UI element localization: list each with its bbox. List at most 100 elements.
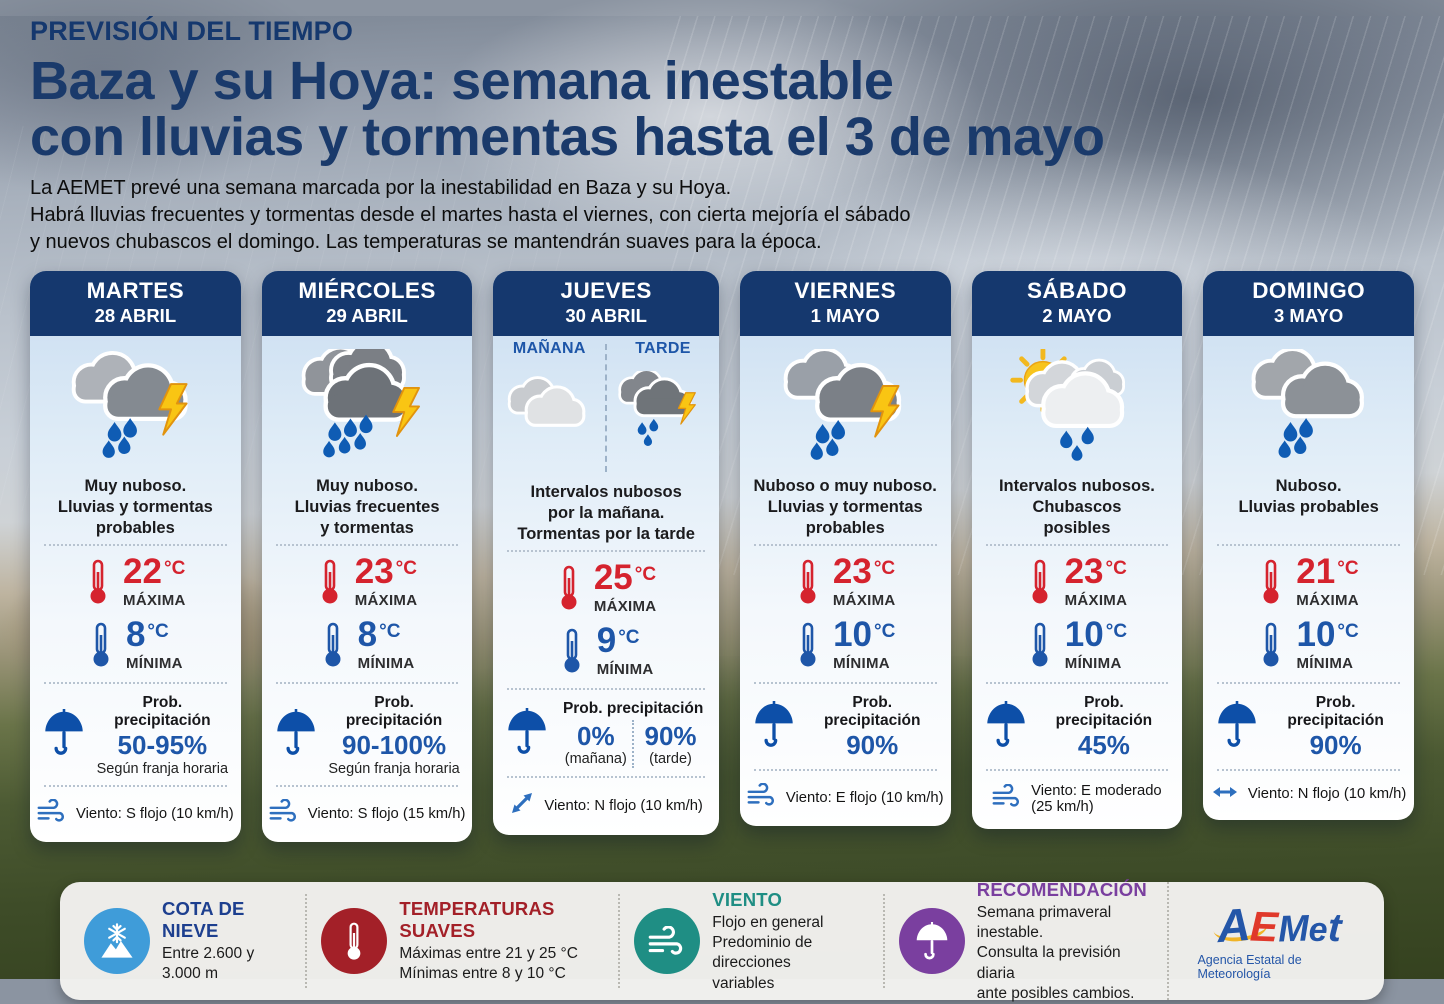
morning-label: MAÑANA xyxy=(512,340,586,358)
max-temp-row: 25 °C MÁXIMA xyxy=(493,560,718,615)
wind-section: Viento: N flojo (10 km/h) xyxy=(493,786,718,835)
min-temp-row: 10 °C MÍNIMA xyxy=(972,617,1183,672)
max-temp-value: 23 °C xyxy=(1064,552,1127,592)
precipitation-section: Prob. precipitación 0% (mañana) 90% (tar… xyxy=(493,700,718,769)
max-temp-label: MÁXIMA xyxy=(1064,592,1128,610)
thermometer-max-icon xyxy=(1258,559,1284,605)
max-temp-label: MÁXIMA xyxy=(354,592,418,610)
weather-description: Nuboso o muy nuboso. Lluvias y tormentas… xyxy=(753,477,937,537)
morning-afternoon-panel: MAÑANA TARDE xyxy=(493,336,718,482)
page-title: Baza y su Hoya: semana inestable con llu… xyxy=(30,51,1105,168)
precipitation-value: 90% xyxy=(1309,730,1362,761)
wind-lines-icon xyxy=(37,798,67,829)
thermometer-min-icon xyxy=(320,622,346,668)
max-temp-value: 23 °C xyxy=(354,552,417,592)
wind-text: Viento: N flojo (10 km/h) xyxy=(544,797,703,814)
divider xyxy=(507,688,705,691)
precipitation-label: Prob. precipitación xyxy=(562,700,704,718)
umbrella-icon xyxy=(42,709,86,762)
day-header: MIÉRCOLES 29 ABRIL xyxy=(261,271,473,337)
day-header: SÁBADO 2 MAYO xyxy=(971,271,1183,337)
day-card-domingo: DOMINGO 3 MAYO Nuboso. Lluvias probables… xyxy=(1203,271,1414,820)
max-temp-row: 21 °C MÁXIMA xyxy=(1203,554,1414,609)
summary-item-title: RECOMENDACIÓN xyxy=(976,879,1147,901)
day-date: 2 MAYO xyxy=(1042,305,1112,327)
afternoon-half: TARDE xyxy=(607,340,719,482)
storm-dark-icon xyxy=(740,336,951,476)
cloudy-icon xyxy=(503,358,595,468)
precipitation-section: Prob. precipitación 90% xyxy=(740,694,951,761)
precipitation-value: 50-95% xyxy=(117,730,208,761)
aemet-logo-text: AEMet xyxy=(1212,898,1342,952)
thermometer-max-icon xyxy=(85,559,111,605)
divider xyxy=(275,784,459,787)
divider xyxy=(44,544,227,547)
day-date: 1 MAYO xyxy=(810,305,880,327)
divider xyxy=(507,776,705,779)
summary-item-lines: Flojo en general Predominio de direccion… xyxy=(712,914,824,992)
snow-mountain-icon xyxy=(84,908,150,975)
min-temp-row: 10 °C MÍNIMA xyxy=(1203,617,1414,672)
day-date: 30 ABRIL xyxy=(565,305,647,327)
divider xyxy=(985,544,1169,547)
umbrella-icon xyxy=(984,701,1028,754)
min-temp-row: 8 °C MÍNIMA xyxy=(262,617,473,672)
weather-description: Muy nuboso. Lluvias frecuentes y torment… xyxy=(294,477,440,537)
summary-item-cota-de-nieve: COTA DE NIEVE Entre 2.600 y 3.000 m xyxy=(70,894,305,988)
arrow-horizontal-icon xyxy=(1211,783,1239,806)
max-temp-row: 23 °C MÁXIMA xyxy=(262,554,473,609)
day-card-jueves: JUEVES 30 ABRIL MAÑANA TARDE Intervalos … xyxy=(493,271,719,836)
thermometer-max-icon xyxy=(1027,559,1053,605)
precipitation-value: 90% xyxy=(846,730,899,761)
kicker: PREVISIÓN DEL TIEMPO xyxy=(30,16,354,46)
day-name: DOMINGO xyxy=(1252,278,1366,304)
day-name: VIERNES xyxy=(794,278,896,304)
max-temp-label: MÁXIMA xyxy=(1296,592,1359,610)
max-temp-label: MÁXIMA xyxy=(123,592,186,610)
day-date: 29 ABRIL xyxy=(326,305,408,327)
summary-item-lines: Semana primaveral inestable. Consulta la… xyxy=(976,904,1135,1002)
arrow-diagonal-icon xyxy=(509,790,535,821)
precipitation-label: Prob. precipitación xyxy=(1287,694,1384,730)
intro-text: La AEMET prevé una semana marcada por la… xyxy=(30,177,911,253)
precipitation-section: Prob. precipitación 50-95% Según franja h… xyxy=(30,694,241,777)
min-temp-label: MÍNIMA xyxy=(833,655,890,673)
divider xyxy=(507,550,705,553)
divider xyxy=(753,682,937,685)
divider xyxy=(44,784,227,787)
wind-lines-icon xyxy=(747,782,777,813)
day-card-sabado: SÁBADO 2 MAYO Intervalos nubosos. Chubas… xyxy=(971,271,1183,829)
divider xyxy=(275,544,459,547)
precipitation-value: 90-100% xyxy=(342,730,447,761)
weather-description: Nuboso. Lluvias probables xyxy=(1238,477,1379,516)
wind-text: Viento: E moderado (25 km/h) xyxy=(1031,782,1162,815)
umbrella-icon xyxy=(752,701,796,754)
precipitation-note: Según franja horaria xyxy=(96,760,229,777)
wind-section: Viento: E flojo (10 km/h) xyxy=(740,779,951,827)
split-divider xyxy=(605,344,608,473)
min-temp-value: 10 °C xyxy=(1296,615,1359,655)
weather-description: Muy nuboso. Lluvias y tormentas probable… xyxy=(57,477,213,537)
precipitation-divider xyxy=(632,720,635,769)
wind-section: Viento: S flojo (15 km/h) xyxy=(262,795,473,843)
thermometer-max-icon xyxy=(795,559,821,605)
afternoon-label: TARDE xyxy=(635,340,691,358)
thermometer-min-icon xyxy=(795,622,821,668)
thermometer-max-icon xyxy=(317,559,343,605)
wind-section: Viento: E moderado (25 km/h) xyxy=(972,779,1183,829)
divider xyxy=(753,768,937,771)
wind-text: Viento: N flojo (10 km/h) xyxy=(1247,786,1407,803)
min-temp-row: 8 °C MÍNIMA xyxy=(30,617,241,672)
min-temp-value: 8 °C xyxy=(357,615,401,655)
summary-item-title: VIENTO xyxy=(712,889,783,911)
precipitation-label: Prob. precipitación xyxy=(345,694,443,730)
summary-item-lines: Entre 2.600 y 3.000 m xyxy=(162,945,255,983)
precipitation-label: Prob. precipitación xyxy=(1055,694,1153,730)
storm-small-icon xyxy=(617,358,709,468)
day-date: 28 ABRIL xyxy=(94,305,177,327)
umbrella-icon xyxy=(1215,701,1259,754)
divider xyxy=(985,768,1169,771)
precipitation-value: 45% xyxy=(1077,730,1130,761)
day-header: MARTES 28 ABRIL xyxy=(30,271,241,337)
precipitation-split: 0% (mañana) 90% (tarde) xyxy=(559,720,706,769)
